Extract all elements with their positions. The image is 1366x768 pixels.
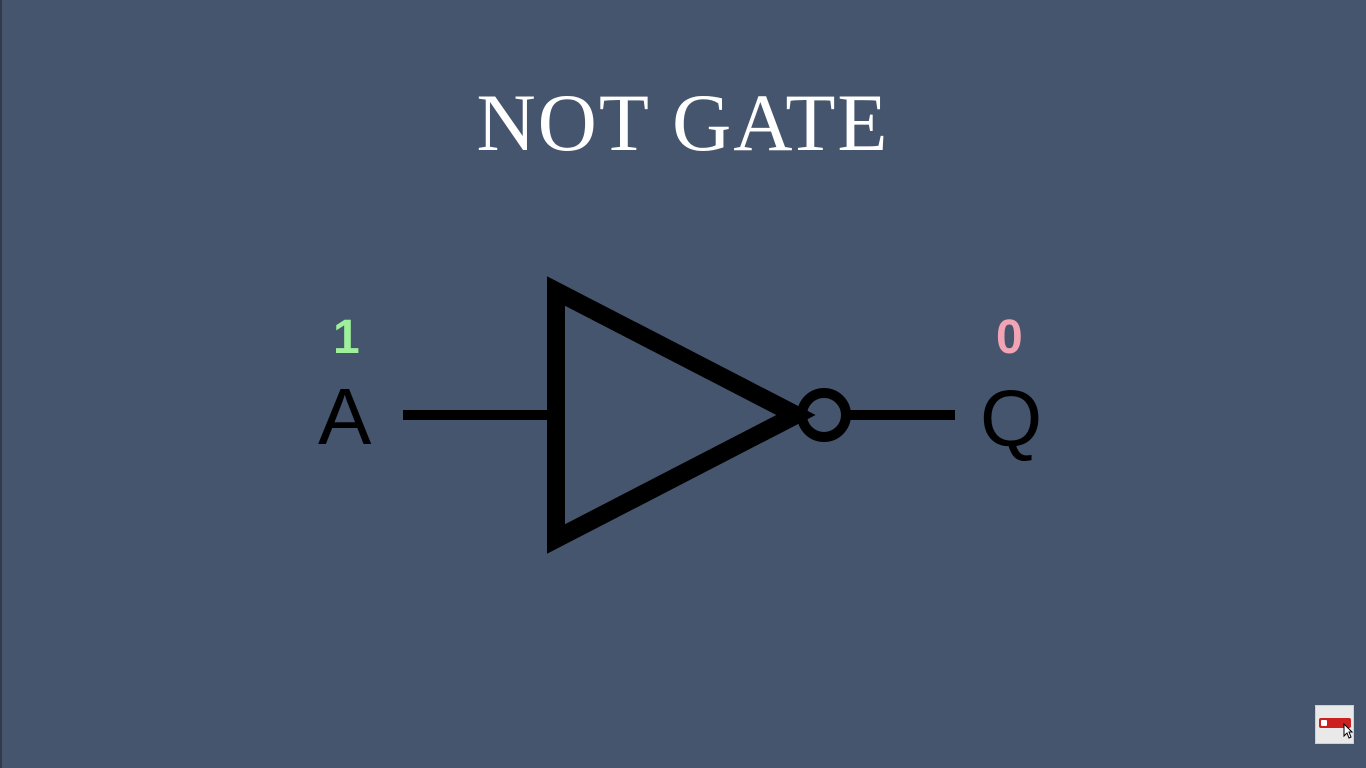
diagram-title: NOT GATE	[476, 77, 890, 168]
input-value: 1	[333, 311, 360, 364]
subscribe-button-icon[interactable]	[1315, 705, 1354, 744]
output-label: Q	[980, 374, 1043, 463]
cursor-icon	[1343, 723, 1353, 739]
left-border	[0, 0, 2, 768]
gate-triangle	[547, 276, 816, 554]
output-value: 0	[996, 311, 1023, 364]
subscribe-pill-icon	[1319, 718, 1351, 728]
input-label: A	[318, 372, 372, 461]
